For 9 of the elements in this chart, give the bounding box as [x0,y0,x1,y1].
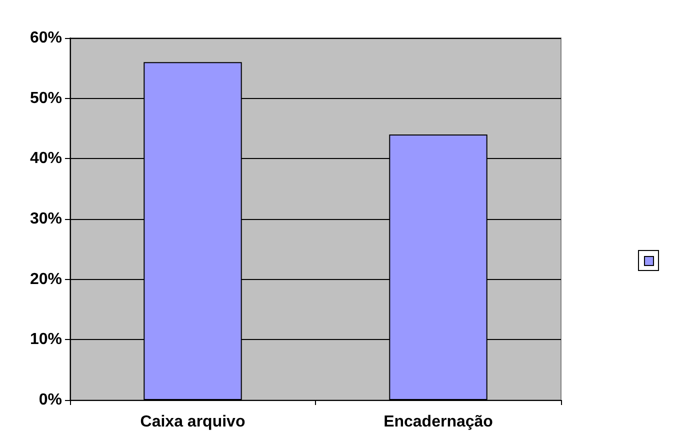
y-tick-label: 40% [30,150,62,168]
y-tick-label: 60% [30,30,62,46]
y-tick-label: 10% [30,331,62,348]
y-tick-label: 20% [30,270,62,288]
x-tick-label: Encadernação [384,414,494,430]
x-tick-label: Caixa arquivo [140,414,246,430]
y-tick-label: 0% [38,392,62,408]
y-tick-label: 30% [30,210,62,228]
y-tick-label: 50% [30,90,62,107]
